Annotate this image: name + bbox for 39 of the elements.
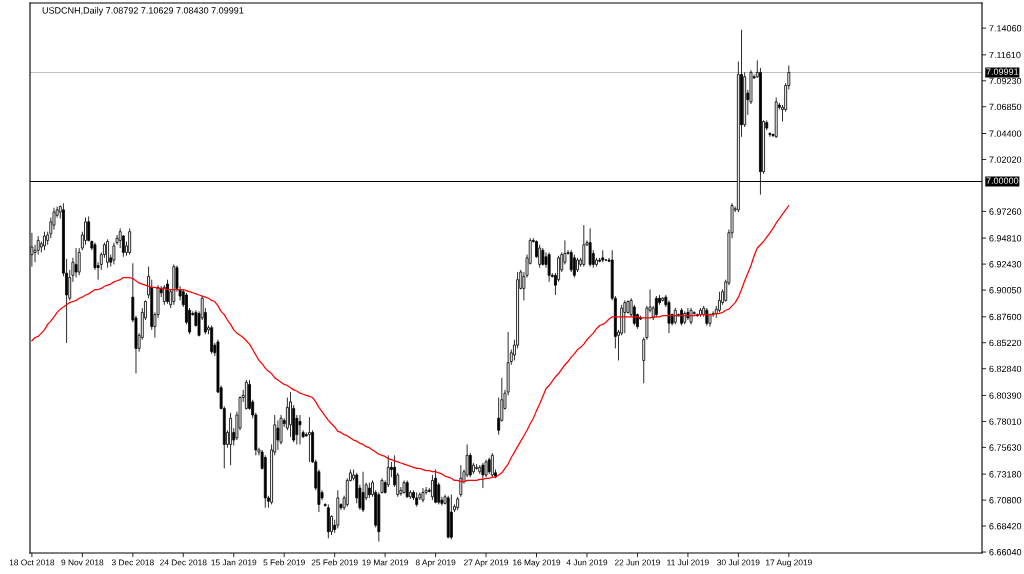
x-tick-label: 8 Apr 2019 <box>415 559 456 568</box>
x-tick-label: 15 Jan 2019 <box>211 559 257 566</box>
y-tick-label: 7.04400 <box>989 130 1022 137</box>
x-tick-label: 27 Apr 2019 <box>464 559 509 568</box>
y-tick-label: 6.94810 <box>989 235 1022 242</box>
y-tick-label: 6.75630 <box>989 444 1022 451</box>
x-tick-label: 30 Jul 2019 <box>717 559 760 566</box>
y-tick-label: 6.82840 <box>989 365 1022 373</box>
y-tick-label: 6.68420 <box>989 523 1022 530</box>
x-tick-label: 5 Feb 2019 <box>263 559 305 566</box>
y-tick-label: 7.09230 <box>989 77 1022 85</box>
y-tick-label: 6.92430 <box>989 261 1022 268</box>
x-tick-label: 24 Dec 2018 <box>160 559 207 566</box>
x-tick-label: 16 May 2019 <box>513 559 561 568</box>
y-tick-label: 7.11610 <box>989 51 1021 59</box>
chart-title: USDCNH,Daily 7.08792 7.10629 7.08430 7.09991 <box>42 7 244 16</box>
x-tick-label: 3 Dec 2018 <box>111 559 154 566</box>
y-tick-label: 6.87600 <box>989 313 1022 321</box>
y-tick-label: 6.70800 <box>989 497 1022 504</box>
x-tick-label: 9 Nov 2018 <box>61 559 104 566</box>
y-tick-label: 7.06850 <box>989 103 1022 111</box>
x-tick-label: 11 Jul 2019 <box>667 559 709 566</box>
x-tick-label: 19 Mar 2019 <box>362 559 409 566</box>
x-tick-label: 4 Jun 2019 <box>566 559 608 566</box>
y-tick-label: 7.02020 <box>989 156 1022 163</box>
x-tick-label: 25 Feb 2019 <box>311 559 358 566</box>
x-tick-label: 17 Aug 2019 <box>766 559 812 568</box>
y-tick-label: 6.80390 <box>989 392 1022 399</box>
ref-line-label: 7.09991 <box>986 68 1019 75</box>
y-tick-label: 6.66040 <box>989 548 1022 556</box>
x-tick-label: 18 Oct 2018 <box>9 559 55 566</box>
y-tick-label: 6.78010 <box>989 418 1022 425</box>
ref-line-label: 7.00000 <box>986 177 1019 184</box>
y-tick-label: 6.90050 <box>989 287 1022 294</box>
y-tick-label: 7.14060 <box>989 25 1022 32</box>
x-tick-label: 22 Jun 2019 <box>614 559 660 566</box>
y-tick-label: 6.97260 <box>989 208 1022 215</box>
y-tick-label: 6.73180 <box>989 471 1022 478</box>
y-tick-label: 6.85220 <box>989 339 1022 347</box>
